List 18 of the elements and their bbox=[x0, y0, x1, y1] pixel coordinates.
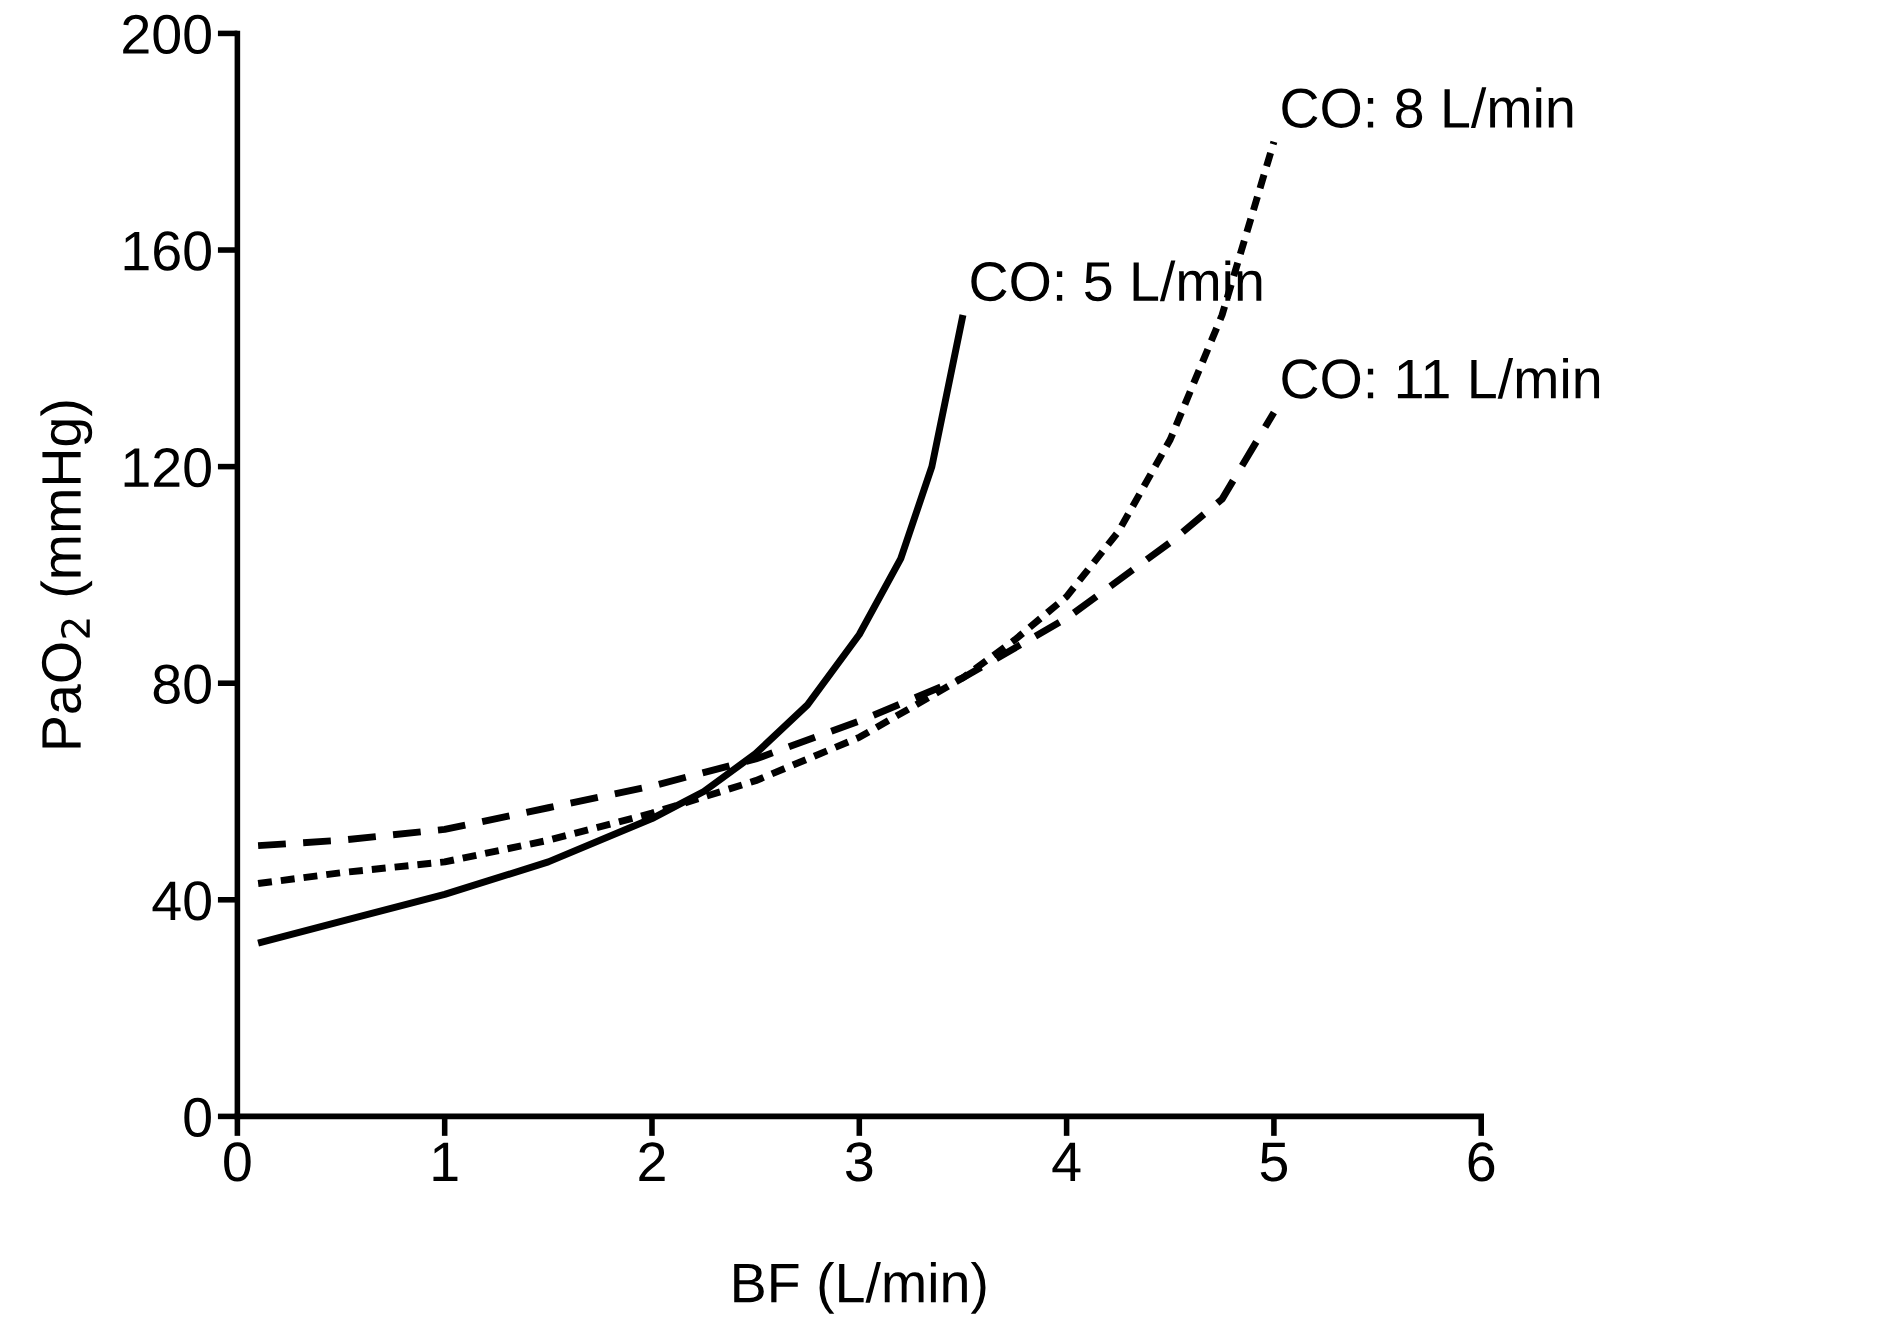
x-tick-label: 6 bbox=[1468, 1142, 1495, 1182]
series-label: CO: 11 L/min bbox=[1282, 357, 1600, 399]
y-tick-label: 160 bbox=[124, 231, 211, 271]
y-tick-label: 0 bbox=[184, 1097, 211, 1138]
x-tick-label: 4 bbox=[1052, 1142, 1081, 1181]
y-tick-label: 40 bbox=[152, 881, 211, 921]
x-tick-label: 2 bbox=[639, 1142, 665, 1181]
series-label: CO: 8 L/min bbox=[1282, 87, 1573, 128]
series-label: CO: 5 L/min bbox=[971, 260, 1262, 302]
x-tick-label: 3 bbox=[845, 1142, 873, 1182]
y-tick-label: 120 bbox=[124, 447, 211, 488]
y-tick-label: 80 bbox=[153, 664, 211, 704]
x-tick-label: 1 bbox=[433, 1142, 458, 1181]
x-axis-title: BF (L/min) bbox=[734, 1261, 986, 1314]
x-tick-label: 5 bbox=[1260, 1142, 1288, 1182]
y-tick-label: 200 bbox=[123, 14, 211, 55]
x-tick-label: 0 bbox=[224, 1142, 251, 1182]
y-axis-title: PaO$_{2}$ (mmHg) bbox=[40, 401, 93, 748]
